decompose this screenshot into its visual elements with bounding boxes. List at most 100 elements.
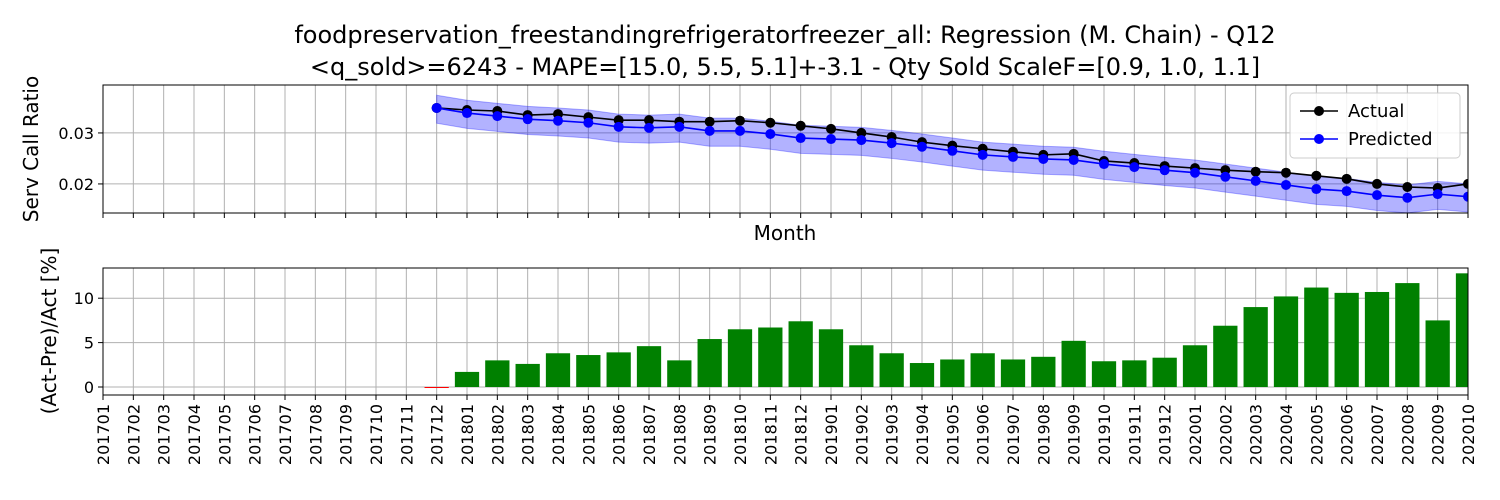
bar xyxy=(667,360,692,388)
legend-marker xyxy=(1314,106,1324,116)
data-point xyxy=(644,122,654,133)
bar xyxy=(1031,356,1056,388)
x-tick-label: 201712 xyxy=(428,404,447,465)
x-tick-label: 202010 xyxy=(1459,404,1478,465)
bar xyxy=(424,387,449,389)
x-tick-label: 201810 xyxy=(731,404,750,465)
data-point xyxy=(1068,154,1079,165)
data-point xyxy=(886,138,897,149)
data-point xyxy=(735,115,745,126)
data-point xyxy=(1008,151,1018,162)
data-point xyxy=(1341,186,1352,197)
y-axis-label: (Act-Pre)/Act [%] xyxy=(37,248,61,415)
data-point xyxy=(1463,191,1468,202)
x-tick-label: 201706 xyxy=(246,404,265,465)
data-point xyxy=(856,135,867,146)
data-point xyxy=(1159,165,1170,176)
x-tick-label: 201806 xyxy=(610,404,629,465)
x-tick-label: 201711 xyxy=(397,404,416,465)
x-tick-label: 201802 xyxy=(488,404,507,465)
x-tick-label: 201709 xyxy=(337,404,356,465)
bar xyxy=(1243,307,1268,388)
bar xyxy=(1000,359,1026,388)
data-point xyxy=(1038,153,1049,164)
data-point xyxy=(553,115,563,126)
data-point xyxy=(1402,181,1413,192)
bar xyxy=(697,339,722,388)
chart-subtitle: <q_sold>=6243 - MAPE=[15.0, 5.5, 5.1]+-3… xyxy=(310,53,1260,81)
data-point xyxy=(522,114,533,125)
x-tick-label: 201811 xyxy=(761,404,780,465)
data-point xyxy=(795,133,806,144)
x-tick-label: 201704 xyxy=(185,404,204,465)
x-tick-label: 202008 xyxy=(1398,404,1417,465)
bar xyxy=(1152,357,1177,388)
bar xyxy=(485,360,510,388)
x-tick-label: 202009 xyxy=(1429,404,1448,465)
data-point xyxy=(1250,175,1261,186)
x-tick-label: 201707 xyxy=(276,404,295,465)
data-point xyxy=(1220,171,1231,182)
x-tick-label: 202005 xyxy=(1307,404,1326,465)
x-tick-label: 202004 xyxy=(1277,404,1296,465)
x-tick-label: 201911 xyxy=(1125,404,1144,465)
x-tick-label: 201708 xyxy=(306,404,325,465)
data-point xyxy=(704,116,715,127)
data-point xyxy=(856,127,867,138)
data-point xyxy=(1372,178,1382,189)
x-tick-label: 201907 xyxy=(1004,404,1023,465)
bar xyxy=(1273,296,1299,388)
data-point xyxy=(947,145,958,156)
x-tick-label: 201906 xyxy=(974,404,993,465)
data-point xyxy=(462,108,472,119)
x-tick-label: 201904 xyxy=(913,404,932,465)
data-point xyxy=(917,141,927,152)
bar xyxy=(818,329,844,388)
data-point xyxy=(735,125,745,136)
data-point xyxy=(826,134,836,145)
x-tick-label: 201909 xyxy=(1065,404,1084,465)
data-point xyxy=(704,125,715,136)
x-tick-label: 202002 xyxy=(1216,404,1235,465)
x-tick-label: 201808 xyxy=(670,404,689,465)
bar xyxy=(1395,283,1420,388)
data-point xyxy=(583,117,594,128)
data-point xyxy=(1372,190,1382,201)
y-axis-label: Serv Call Ratio xyxy=(19,76,43,222)
x-tick-label: 201702 xyxy=(124,404,143,465)
x-axis-label: Month xyxy=(754,221,817,245)
x-tick-label: 201703 xyxy=(155,404,174,465)
data-point xyxy=(1311,184,1322,195)
legend-marker xyxy=(1314,134,1324,144)
bar xyxy=(1182,345,1208,388)
bar xyxy=(970,353,995,388)
bar xyxy=(636,346,662,388)
data-point xyxy=(674,121,685,132)
plot-area xyxy=(431,94,1468,213)
data-point xyxy=(1311,170,1322,181)
bar xyxy=(1334,292,1359,388)
plot-area xyxy=(424,273,1468,389)
legend-box xyxy=(1289,92,1461,159)
bar xyxy=(1091,361,1117,388)
x-tick-label: 201804 xyxy=(549,404,568,465)
y-tick-label: 0.03 xyxy=(58,124,94,143)
bar xyxy=(727,329,753,388)
x-tick-label: 201812 xyxy=(792,404,811,465)
y-tick-label: 10 xyxy=(74,289,94,308)
x-tick-label: 201902 xyxy=(852,404,871,465)
x-tick-label: 201910 xyxy=(1095,404,1114,465)
bar xyxy=(788,321,813,388)
bar xyxy=(1455,273,1468,388)
bar xyxy=(940,359,965,388)
axes-frame xyxy=(102,84,1469,214)
data-point xyxy=(826,123,836,134)
data-point xyxy=(644,115,654,126)
data-point xyxy=(1281,179,1291,190)
data-point xyxy=(1190,167,1200,178)
data-point xyxy=(1402,192,1413,203)
y-tick-label: 0.02 xyxy=(58,175,94,194)
x-tick-label: 201809 xyxy=(701,404,720,465)
x-tick-label: 202003 xyxy=(1247,404,1266,465)
x-tick-label: 201807 xyxy=(640,404,659,465)
